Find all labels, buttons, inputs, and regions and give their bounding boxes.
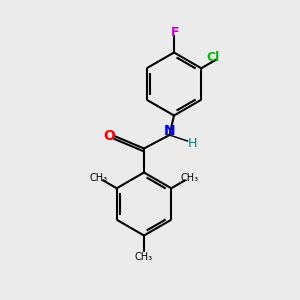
Text: H: H xyxy=(188,137,198,150)
Text: N: N xyxy=(164,124,175,138)
Text: F: F xyxy=(171,26,180,40)
Text: O: O xyxy=(103,130,115,143)
Text: CH₃: CH₃ xyxy=(135,251,153,262)
Text: CH₃: CH₃ xyxy=(180,173,199,183)
Text: Cl: Cl xyxy=(206,51,219,64)
Text: CH₃: CH₃ xyxy=(89,173,108,183)
